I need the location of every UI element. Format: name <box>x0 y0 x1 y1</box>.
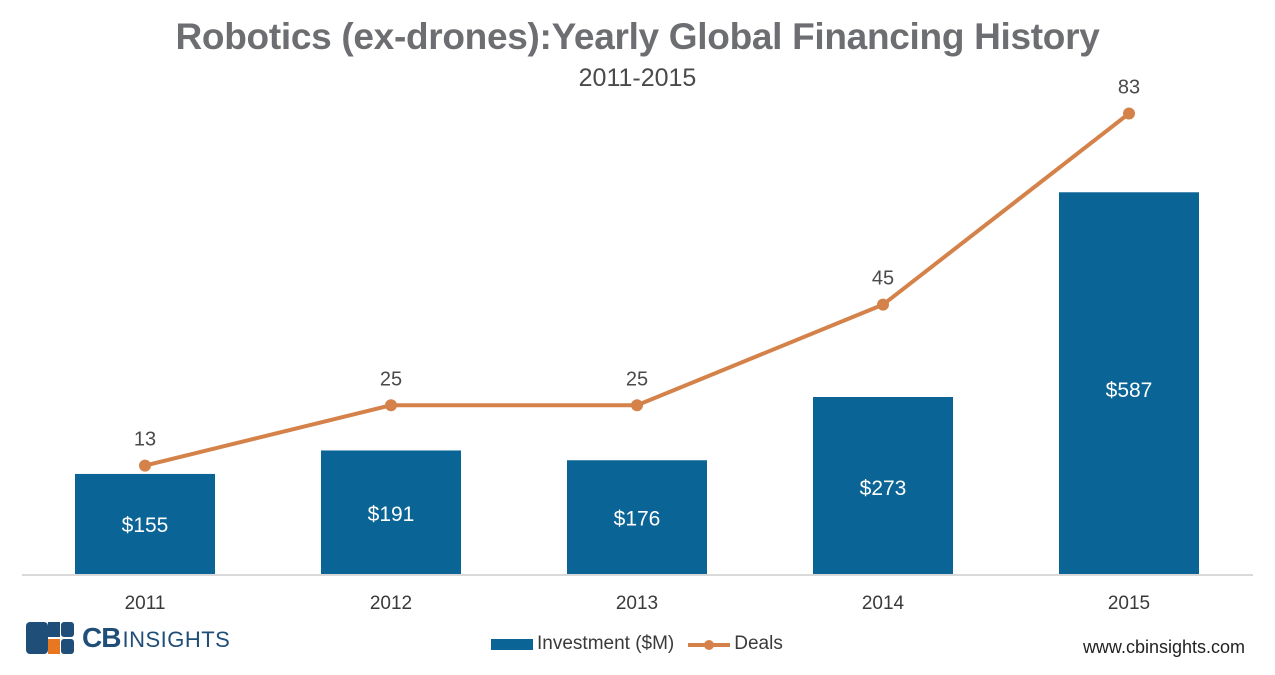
deals-point-2012 <box>385 399 397 412</box>
legend-item-deals: Deals <box>688 633 783 655</box>
cb-insights-logo: CB INSIGHTS <box>26 620 230 656</box>
deals-label-2015: 83 <box>1118 77 1140 99</box>
legend-swatch-investment <box>491 638 533 650</box>
bar-label-2014: $273 <box>860 477 907 500</box>
deals-label-2014: 45 <box>872 268 894 290</box>
legend-label-investment: Investment ($M) <box>537 633 675 654</box>
x-tick-2015: 2015 <box>1108 593 1150 614</box>
cb-insights-logo-icon <box>26 622 74 654</box>
legend-swatch-deals <box>688 637 731 651</box>
deals-label-2012: 25 <box>380 368 402 390</box>
bar-2012 <box>321 450 461 575</box>
website-url: www.cbinsights.com <box>1082 637 1245 657</box>
bar-2011 <box>75 473 215 575</box>
bar-label-2013: $176 <box>614 507 661 530</box>
bar-2015 <box>1059 192 1199 575</box>
x-tick-2014: 2014 <box>862 593 905 614</box>
deals-point-2015 <box>1123 107 1135 120</box>
legend-item-investment: Investment ($M) <box>491 633 674 655</box>
deals-label-2011: 13 <box>134 429 156 451</box>
bar-label-2012: $191 <box>368 503 415 526</box>
logo-insights-text: INSIGHTS <box>122 627 231 652</box>
deals-point-2011 <box>139 459 151 472</box>
deals-label-2013: 25 <box>626 368 648 390</box>
chart-legend: Investment ($M) Deals <box>491 632 797 656</box>
chart-title: Robotics (ex-drones):Yearly Global Finan… <box>175 16 1100 57</box>
legend-label-deals: Deals <box>734 633 783 654</box>
chart-subtitle: 2011-2015 <box>578 64 697 92</box>
deals-line <box>144 111 1131 468</box>
deals-point-2013 <box>631 399 643 412</box>
logo-cb-text: CB <box>82 622 121 653</box>
bar-2014 <box>813 397 953 575</box>
bar-label-2015: $587 <box>1106 379 1153 402</box>
x-tick-2012: 2012 <box>370 593 412 614</box>
x-tick-2011: 2011 <box>125 593 166 614</box>
bar-label-2011: $155 <box>122 514 169 537</box>
deals-point-2014 <box>877 298 889 311</box>
bar-2013 <box>567 460 707 575</box>
x-tick-2013: 2013 <box>616 593 658 614</box>
